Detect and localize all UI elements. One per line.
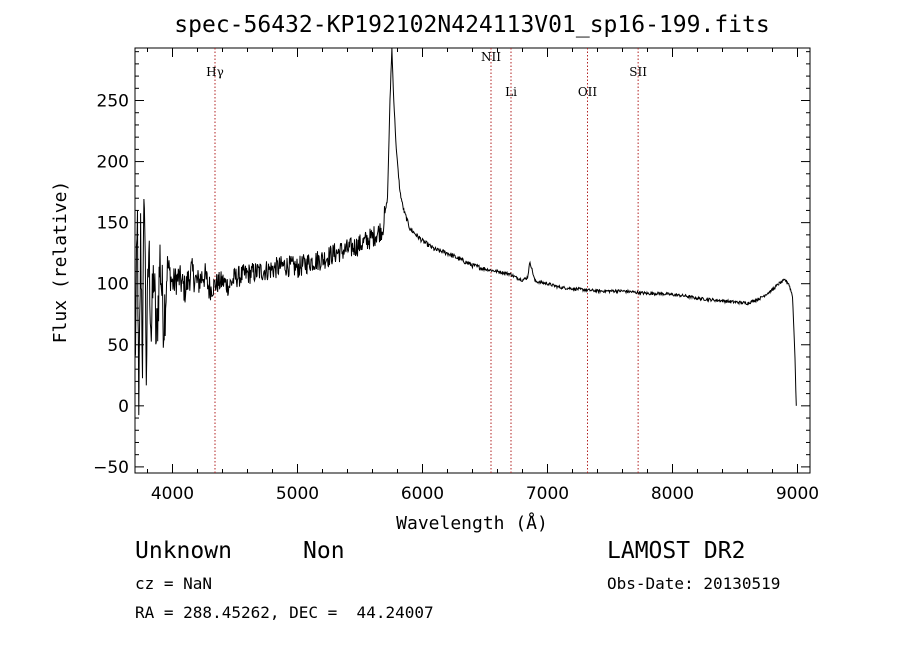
spectral-line-label: Hγ [206, 65, 224, 79]
subclass-label: Non [303, 538, 345, 564]
y-tick-label: 50 [107, 336, 129, 356]
spectral-line-label: NII [481, 50, 501, 64]
y-axis-label: Flux (relative) [50, 181, 71, 344]
spectral-line-label: Li [505, 85, 517, 99]
x-axis: 4000 5000 6000 7000 8000 9000 [147, 48, 819, 504]
flux-series-line [134, 47, 797, 416]
y-tick-label: 150 [97, 214, 129, 234]
spectral-line-label: SII [629, 65, 647, 79]
observation-date: Obs-Date: 20130519 [607, 574, 781, 593]
spectral-line-label: OII [578, 85, 598, 99]
x-tick-label: 6000 [401, 484, 444, 504]
x-tick-label: 5000 [276, 484, 319, 504]
x-axis-label: Wavelength (Å) [396, 512, 548, 534]
x-tick-label: 8000 [651, 484, 694, 504]
y-axis: −50 0 50 100 150 200 250 [93, 51, 810, 478]
y-tick-label: 200 [97, 153, 129, 173]
x-tick-label: 9000 [776, 484, 819, 504]
ra-dec-coordinates: RA = 288.45262, DEC = 44.24007 [135, 603, 434, 622]
redshift-cz: cz = NaN [135, 574, 213, 593]
y-tick-label: 0 [118, 397, 129, 417]
x-tick-label: 7000 [526, 484, 569, 504]
plot-frame [134, 47, 811, 474]
y-tick-label: 250 [97, 92, 129, 112]
x-tick-label: 4000 [151, 484, 194, 504]
y-tick-label: −50 [93, 458, 129, 478]
spectral-line-markers: Hγ NII Li OII SII [206, 48, 647, 473]
survey-label: LAMOST DR2 [607, 538, 746, 564]
chart-title: spec-56432-KP192102N424113V01_sp16-199.f… [174, 12, 769, 38]
class-label: Unknown [135, 538, 232, 564]
y-tick-label: 100 [97, 275, 129, 295]
